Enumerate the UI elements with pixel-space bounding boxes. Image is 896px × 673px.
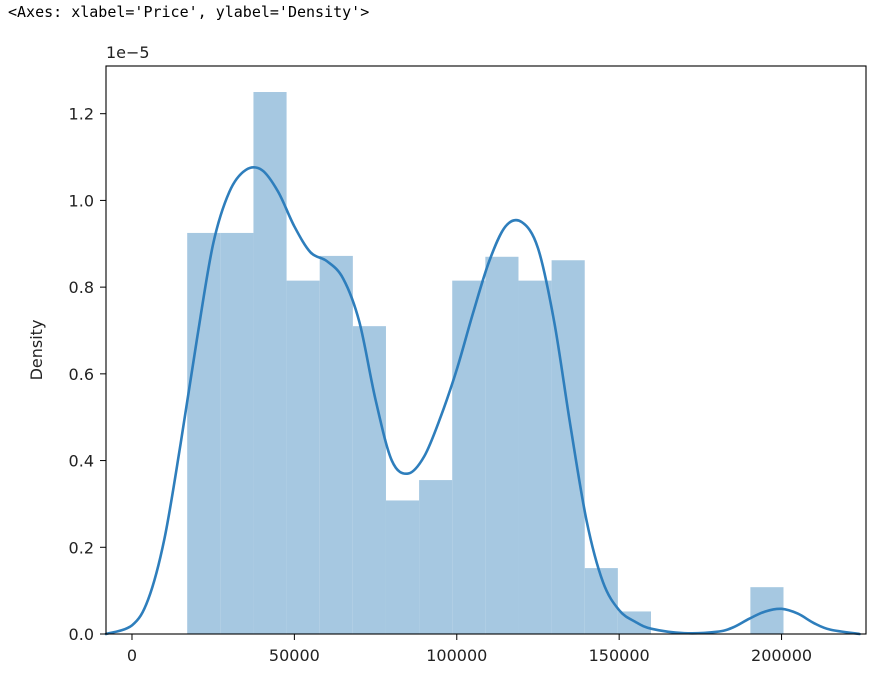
y-tick-label: 0.8 <box>69 278 94 297</box>
y-tick-label: 0.4 <box>69 452 94 471</box>
histogram-bar <box>419 480 453 634</box>
histogram-bar <box>286 280 320 634</box>
y-tick-label: 0.0 <box>69 625 94 644</box>
histogram-bar <box>551 260 585 634</box>
y-axis-label: Density <box>27 320 46 381</box>
histogram-bar <box>452 280 486 634</box>
y-offset-text: 1e−5 <box>106 43 150 62</box>
x-tick-label: 0 <box>127 646 137 665</box>
y-tick-label: 0.2 <box>69 538 94 557</box>
histogram-bar <box>485 256 519 634</box>
x-tick-label: 200000 <box>751 646 812 665</box>
histogram-bar <box>253 92 287 635</box>
y-axis-ticks: 0.0 0.2 0.4 0.6 0.8 1.0 1.2 <box>69 105 106 644</box>
axes-repr-text: <Axes: xlabel='Price', ylabel='Density'> <box>8 3 370 21</box>
histogram-bar <box>518 280 552 634</box>
histogram-bar <box>385 500 420 634</box>
y-tick-label: 1.2 <box>69 105 94 124</box>
histogram-bar <box>220 232 254 634</box>
axes-frame <box>105 65 867 635</box>
x-tick-label: 50000 <box>269 646 320 665</box>
y-tick-label: 0.6 <box>69 365 94 384</box>
x-tick-label: 150000 <box>589 646 650 665</box>
y-tick-label: 1.0 <box>69 191 94 210</box>
histogram-bar <box>352 326 386 634</box>
x-tick-label: 100000 <box>426 646 487 665</box>
histogram-bar <box>319 255 353 635</box>
histogram-bars <box>187 92 784 635</box>
kde-line <box>104 166 861 636</box>
x-axis-ticks: 0 50000 100000 150000 200000 <box>127 634 812 665</box>
